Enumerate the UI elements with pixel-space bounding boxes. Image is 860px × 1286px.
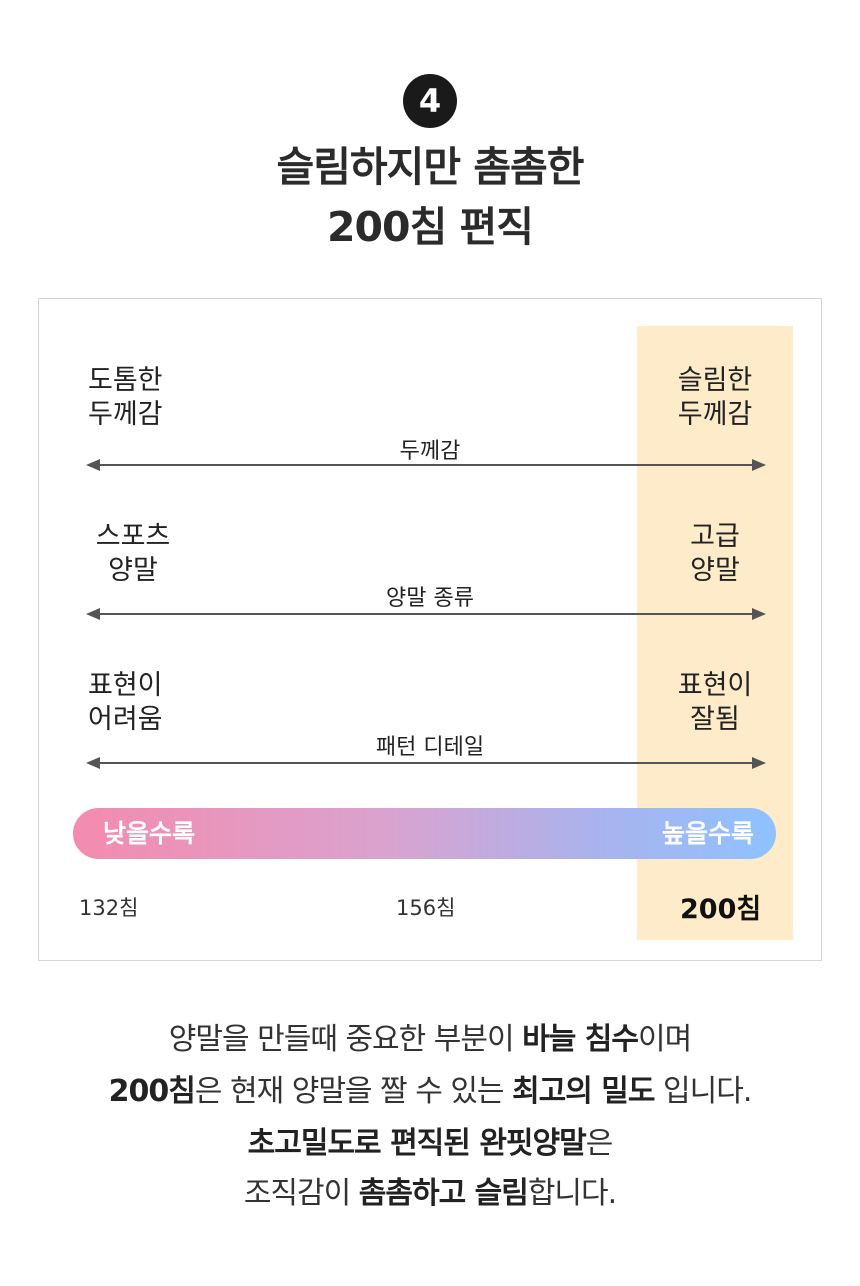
- row2-double-arrow: [86, 608, 766, 620]
- description-line-4: 조직감이 촘촘하고 슬림합니다.: [243, 1176, 617, 1211]
- high-density-label: 높을수록: [661, 819, 754, 848]
- row1-axis-label: 두께감: [399, 439, 461, 464]
- description-line-1: 양말을 만들때 중요한 부분이 바늘 침수이며: [168, 1022, 692, 1057]
- step-number-badge: 4: [403, 74, 457, 128]
- stitch-count-132: 132침: [79, 896, 139, 920]
- row3-right-label: 표현이 잘됨: [677, 670, 753, 735]
- row1-double-arrow: [86, 459, 766, 471]
- density-gradient-bar: 낮을수록 높을수록: [73, 808, 776, 859]
- row3-left-label: 표현이 어려움: [88, 670, 163, 735]
- stitch-count-200: 200침: [680, 894, 762, 925]
- row2-left-label: 스포츠 양말: [95, 521, 171, 586]
- row2-right-label: 고급 양말: [690, 521, 740, 586]
- description-line-3: 초고밀도로 편직된 완핏양말은: [247, 1126, 614, 1161]
- low-density-label: 낮을수록: [103, 819, 196, 848]
- row2-axis-label: 양말 종류: [386, 586, 474, 611]
- row3-double-arrow: [86, 757, 766, 769]
- row1-left-label: 도톰한 두께감: [88, 365, 163, 430]
- row1-right-label: 슬림한 두께감: [677, 365, 753, 430]
- description-line-2: 200침은 현재 양말을 짤 수 있는 최고의 밀도 입니다.: [108, 1074, 753, 1109]
- headline-line-1: 슬림하지만 촘촘한: [276, 143, 584, 191]
- row3-axis-label: 패턴 디테일: [375, 735, 485, 760]
- headline-line-2: 200침 편직: [326, 203, 534, 251]
- stitch-count-156: 156침: [396, 896, 456, 920]
